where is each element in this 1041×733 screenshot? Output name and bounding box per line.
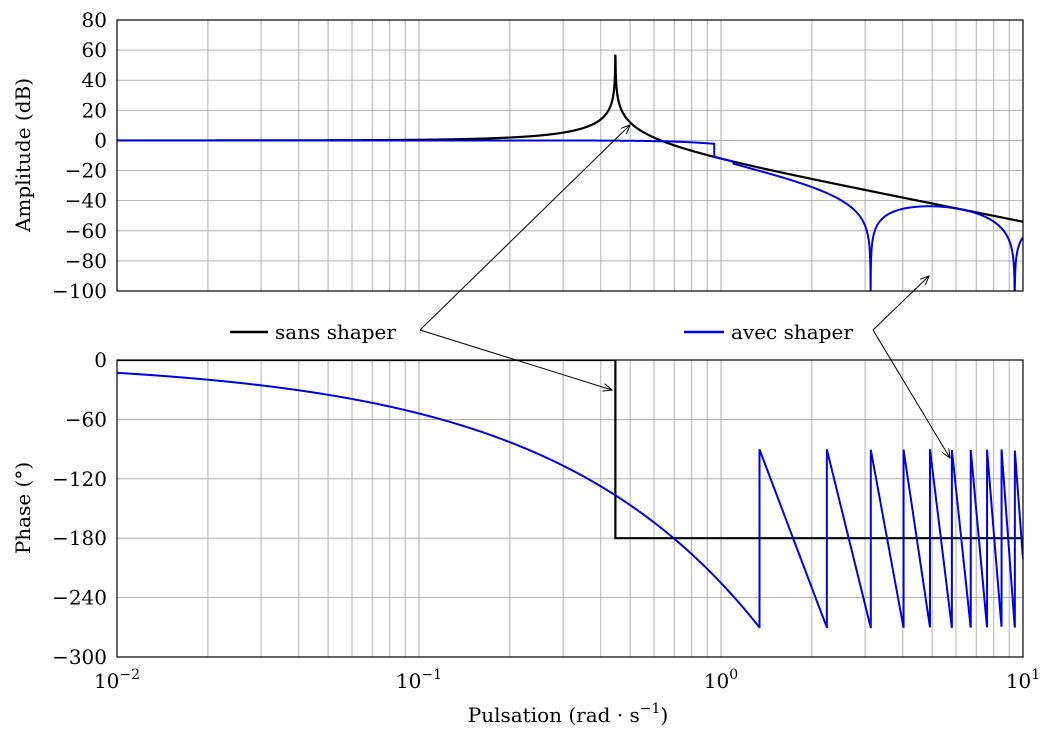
x-tick-label: 100 [704,667,738,693]
y-tick-label: 0 [94,128,107,152]
x-tick-label: 10−1 [396,667,442,693]
phase-y-ticks: 0 −60 −120 −180 −240 −300 [52,348,107,669]
x-tick-label: 101 [1006,667,1040,693]
y-tick-label: −60 [65,219,107,243]
phase-plot-frame [116,359,1024,658]
y-tick-label: 80 [82,8,107,32]
y-tick-label: −100 [52,279,107,303]
amplitude-series [117,54,1023,291]
y-tick-label: −180 [52,526,107,550]
amplitude-plot-frame [116,19,1024,292]
x-ticks: 10−2 10−1 100 101 [94,667,1040,693]
arrow-avec-shaper-phase [872,329,950,458]
amplitude-ylabel: Amplitude (dB) [11,78,35,233]
series-avec-shaper-phase [117,371,1023,629]
series-sans-shaper-phase [117,360,1023,540]
amplitude-y-ticks: 80 60 40 20 0 −20 −40 −60 −80 −100 [52,8,107,303]
x-axis-label-main: Pulsation (rad · s [468,703,640,727]
legend: sans shaper avec shaper [230,320,853,344]
arrow-sans-shaper-phase [419,329,612,390]
x-axis-label: Pulsation (rad · s−1) [468,701,669,727]
y-tick-label: 40 [82,68,107,92]
y-tick-label: 20 [82,98,107,122]
y-tick-label: −120 [52,467,107,491]
phase-series [117,360,1023,629]
y-tick-label: −40 [65,189,107,213]
legend-label-avec-shaper: avec shaper [731,320,853,344]
amplitude-grid [116,19,1024,292]
phase-ylabel: Phase (°) [11,462,35,554]
y-tick-label: 60 [82,38,107,62]
series-sans-shaper-amplitude [117,54,1023,223]
y-tick-label: −300 [52,645,107,669]
phase-grid [116,359,1024,658]
x-axis-label-close: ) [660,703,668,727]
y-tick-label: 0 [94,348,107,372]
y-tick-label: −80 [65,249,107,273]
x-tick-label: 10−2 [94,667,140,693]
legend-label-sans-shaper: sans shaper [275,320,396,344]
arrow-sans-shaper-amplitude [419,125,630,331]
arrow-avec-shaper-amplitude [872,276,929,331]
y-tick-label: −20 [65,159,107,183]
y-tick-label: −60 [65,407,107,431]
series-avec-shaper-amplitude [117,139,1023,291]
annotation-arrows [419,125,950,458]
x-axis-label-exp: −1 [640,701,661,717]
y-tick-label: −240 [52,586,107,610]
